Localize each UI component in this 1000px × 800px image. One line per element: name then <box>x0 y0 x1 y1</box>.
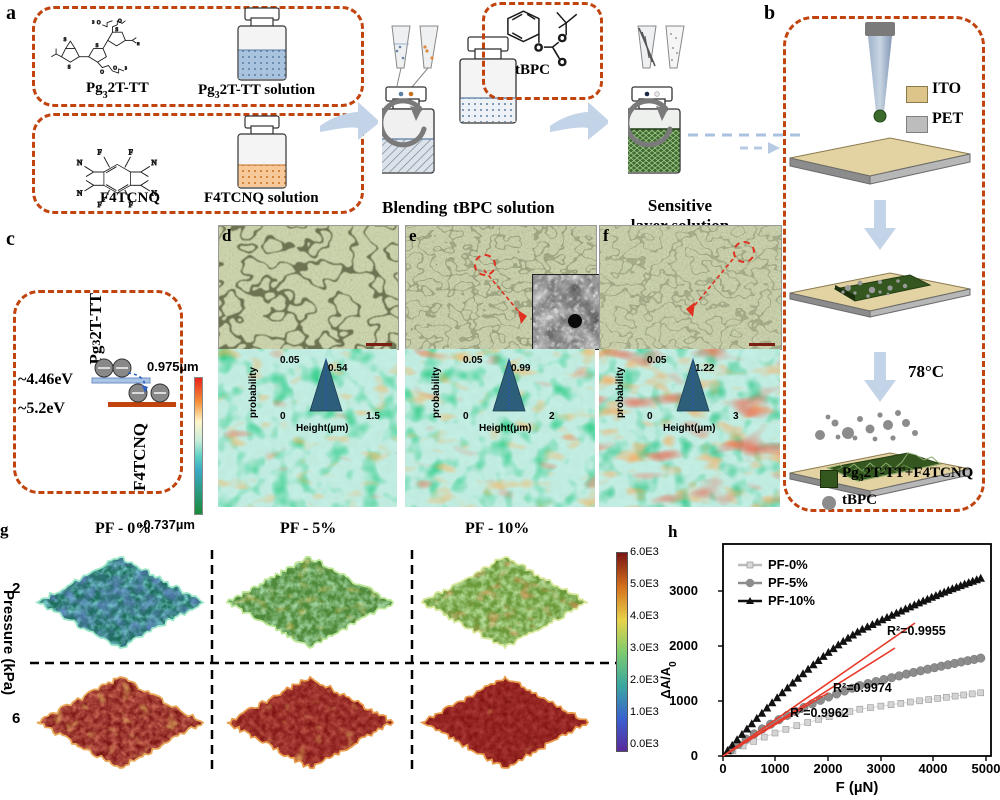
svg-text:0.05: 0.05 <box>463 355 483 366</box>
svg-text:0.99: 0.99 <box>511 363 531 374</box>
svg-text:R²=0.9962: R²=0.9962 <box>790 706 849 720</box>
svg-text:3000: 3000 <box>669 583 698 598</box>
svg-text:PF-5%: PF-5% <box>768 575 808 590</box>
svg-text:1000: 1000 <box>761 761 790 776</box>
svg-text:1.22: 1.22 <box>695 363 715 374</box>
svg-text:PF-0%: PF-0% <box>768 557 808 572</box>
svg-text:2000: 2000 <box>669 638 698 653</box>
svg-text:0.05: 0.05 <box>647 355 667 366</box>
svg-text:3000: 3000 <box>867 761 896 776</box>
svg-text:0.05: 0.05 <box>280 355 300 366</box>
svg-text:R²=0.9955: R²=0.9955 <box>887 624 946 638</box>
svg-text:R²=0.9974: R²=0.9974 <box>833 681 892 695</box>
svg-text:0: 0 <box>691 748 698 763</box>
svg-text:O: O <box>558 33 566 45</box>
svg-text:O: O <box>535 42 543 54</box>
svg-text:2000: 2000 <box>814 761 843 776</box>
svg-text:1000: 1000 <box>669 693 698 708</box>
svg-text:PF-10%: PF-10% <box>768 593 815 608</box>
svg-text:0.54: 0.54 <box>328 363 348 374</box>
svg-text:4000: 4000 <box>919 761 948 776</box>
svg-text:5000: 5000 <box>972 761 1000 776</box>
svg-text:0: 0 <box>719 761 726 776</box>
svg-text:F (µN): F (µN) <box>836 779 879 796</box>
